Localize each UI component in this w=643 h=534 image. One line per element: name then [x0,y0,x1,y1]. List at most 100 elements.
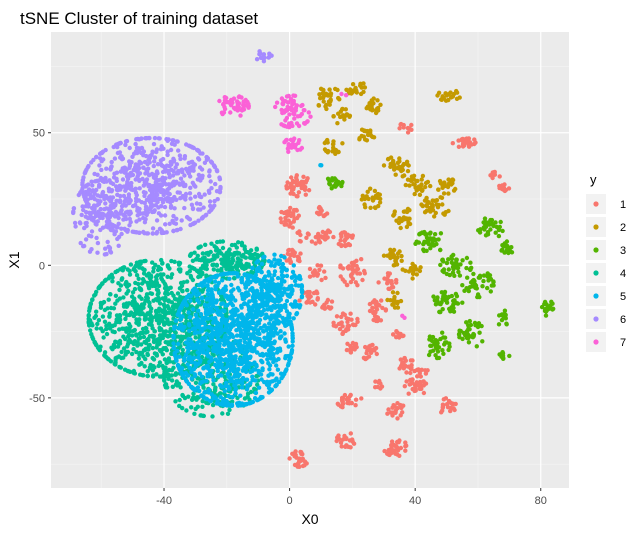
data-point [195,253,200,258]
data-point [297,258,302,264]
data-point [501,356,506,361]
data-point [273,104,278,110]
data-point [278,216,283,221]
data-point [214,273,220,278]
data-point [402,384,407,389]
data-point [377,378,382,384]
data-point [246,307,252,312]
data-point [220,278,225,283]
data-point [222,334,228,340]
data-point [157,317,163,323]
data-point [280,261,285,267]
data-point [327,87,332,92]
data-point [79,212,84,218]
data-point [322,269,327,274]
data-point [157,339,162,344]
data-point [235,285,241,291]
data-point [297,298,302,303]
data-point [256,305,262,310]
data-point [299,103,304,109]
data-point [419,386,424,391]
data-point [218,325,224,330]
data-point [321,91,326,96]
data-point [454,257,459,262]
data-point [214,332,219,338]
data-point [151,364,156,369]
data-point [388,255,393,261]
data-point [385,157,391,162]
data-point [247,401,252,406]
data-point [272,257,277,262]
data-point [345,265,350,270]
data-point [136,356,141,361]
data-point [246,105,251,110]
data-point [226,258,231,264]
data-point [117,296,123,301]
data-point [368,205,373,210]
data-point [241,252,246,258]
data-point [340,331,345,336]
data-point [229,376,234,381]
data-point [343,328,348,334]
data-point [465,275,470,280]
data-point [223,284,228,289]
data-point [349,400,354,406]
data-point [104,206,109,211]
data-point [338,274,343,279]
data-point [482,216,488,221]
data-point [198,207,203,212]
data-point [171,293,176,298]
data-point [340,141,345,146]
data-point [234,378,239,383]
data-point [343,444,348,449]
data-point [149,171,155,177]
data-point [164,333,170,338]
data-point [274,100,280,105]
data-point [387,286,392,292]
data-point [224,266,229,272]
data-point [132,371,138,376]
data-point [245,391,251,396]
data-point [133,141,138,147]
data-point [216,339,222,344]
data-point [402,173,407,178]
data-point [279,273,285,278]
data-point [94,187,99,193]
data-point [294,311,300,316]
data-point [108,203,114,209]
data-point [254,350,260,355]
data-point [398,122,403,127]
data-point [254,364,259,369]
data-point [90,183,95,188]
data-point [94,235,99,241]
data-point [276,379,282,384]
data-point [264,291,269,296]
data-point [189,369,194,374]
data-point [168,147,174,153]
data-point [291,263,296,268]
data-point [104,331,110,337]
data-point [348,350,354,355]
data-point [317,92,322,97]
data-point [427,231,433,236]
data-point [205,316,211,321]
data-point [298,458,303,463]
data-point [222,263,227,268]
data-point [177,403,182,409]
data-point [378,318,384,323]
data-point [438,247,443,253]
data-point [489,221,495,227]
data-point [503,241,508,246]
data-point [318,86,324,92]
data-point [232,242,238,248]
data-point [385,411,390,416]
data-point [90,334,95,340]
data-point [229,315,235,321]
data-point [158,267,164,272]
data-point [241,100,246,105]
data-point [148,291,153,296]
data-point [199,326,204,332]
data-point [213,181,218,187]
data-point [440,307,445,312]
data-point [175,348,180,354]
